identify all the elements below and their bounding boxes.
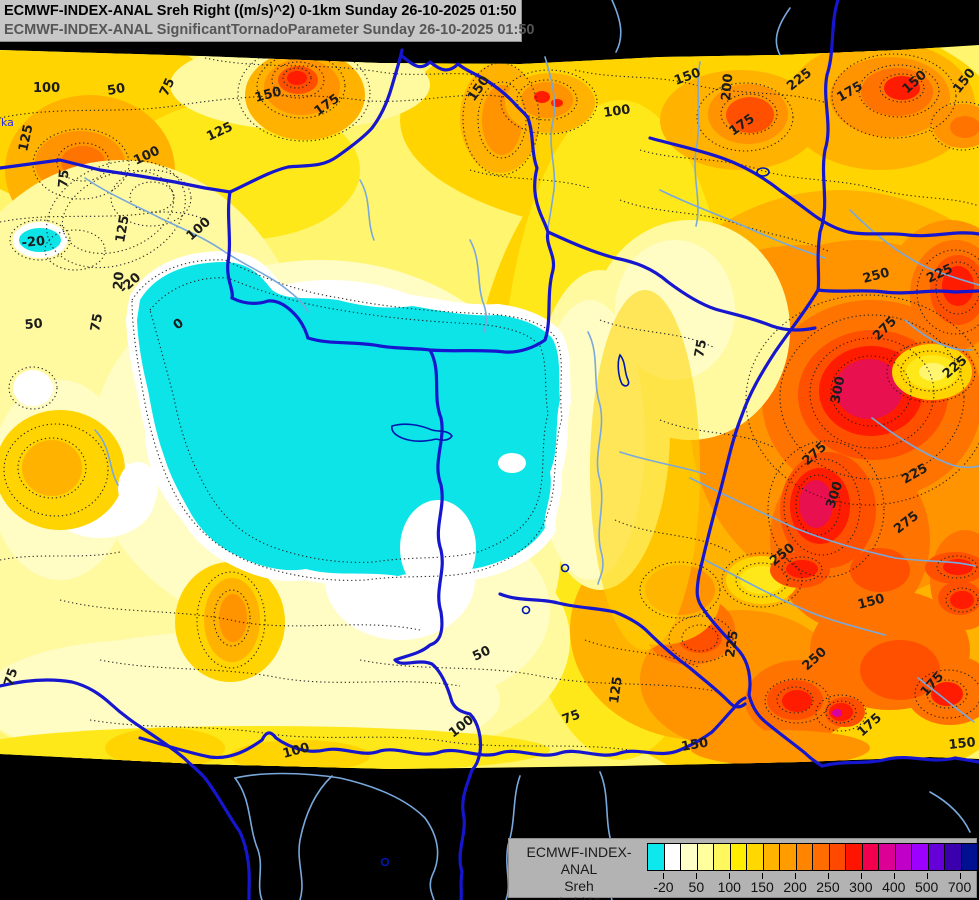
legend-colorbar [647, 843, 978, 871]
contour-label: 75 [56, 169, 73, 188]
contour-label: 75 [2, 666, 22, 688]
legend-tick-mark [893, 873, 895, 879]
legend-swatch [862, 844, 879, 870]
legend-swatch [879, 844, 896, 870]
legend-tick-mark [762, 873, 764, 879]
lake-outlines [380, 167, 770, 867]
contour-label: 150 [680, 735, 709, 754]
legend-tick-mark [795, 873, 797, 879]
map-title-line1: ECMWF-INDEX-ANAL Sreh Right ((m/s)^2) 0-… [4, 3, 517, 19]
legend-tick-label: -20 [653, 879, 674, 895]
contour-label: 250 [861, 265, 891, 287]
contour-label: 150 [856, 591, 886, 613]
legend-swatch [648, 844, 665, 870]
contour-label: 100 [281, 740, 311, 762]
negative-sreh-region [126, 251, 571, 587]
legend-swatch [961, 844, 977, 870]
legend-swatch [697, 844, 714, 870]
contour-label: 75 [88, 312, 106, 332]
legend-swatch [763, 844, 780, 870]
contour-label: 150 [253, 84, 283, 106]
map-title-line2: ECMWF-INDEX-ANAL SignificantTornadoParam… [4, 22, 535, 38]
legend-tick-label: 150 [750, 879, 774, 895]
legend-tick-label: 100 [717, 879, 741, 895]
legend-swatch [714, 844, 731, 870]
legend-swatch [796, 844, 813, 870]
legend-swatch [846, 844, 863, 870]
legend-tick-mark [696, 873, 698, 879]
legend-swatch [730, 844, 747, 870]
contour-label: 200 [719, 73, 736, 101]
contour-label: 225 [723, 630, 742, 659]
legend-swatch [780, 844, 797, 870]
legend-tick-label: 400 [882, 879, 906, 895]
legend-model-name: ECMWF-INDEX-ANAL [526, 844, 632, 877]
legend-title: ECMWF-INDEX-ANAL Sreh (m/s)^2 [515, 844, 643, 900]
legend-tick-label: 700 [947, 879, 972, 895]
legend-swatch [895, 844, 912, 870]
title-bar: ECMWF-INDEX-ANAL Sreh Right ((m/s)^2) 0-… [0, 0, 535, 42]
city-label: ka [1, 116, 14, 129]
dotted-contour-lines [0, 45, 979, 751]
contour-label: 125 [113, 214, 132, 243]
contour-label: 50 [106, 81, 126, 99]
contour-label: 20 [111, 271, 128, 290]
contour-label: 75 [692, 338, 710, 358]
contour-label: 100 [33, 81, 60, 96]
legend-tick-mark [860, 873, 862, 879]
legend-swatch [829, 844, 846, 870]
legend-swatch [681, 844, 698, 870]
contour-label: 150 [948, 735, 977, 753]
contour-label: 50 [470, 643, 493, 664]
legend-swatch [928, 844, 945, 870]
contour-label: -20 [21, 234, 46, 251]
contour-label: 300 [828, 375, 848, 405]
legend-tick-mark [827, 873, 829, 879]
legend-tick-label: 250 [816, 879, 840, 895]
contour-label: 125 [607, 676, 626, 705]
contour-fill-field [0, 45, 979, 769]
legend-tick-label: 50 [688, 879, 705, 895]
color-scale-legend: ECMWF-INDEX-ANAL Sreh (m/s)^2 -20 50 100 15… [508, 838, 978, 900]
legend-tick-mark [959, 873, 961, 879]
legend-tick-mark [926, 873, 928, 879]
contour-label: 75 [560, 707, 582, 727]
legend-tick-label: 500 [914, 879, 939, 895]
legend-swatch [912, 844, 929, 870]
contour-label: 75 [157, 76, 178, 99]
legend-swatch [813, 844, 830, 870]
contour-label: 50 [24, 316, 43, 333]
legend-parameter-name: Sreh [564, 878, 594, 894]
legend-swatch [945, 844, 962, 870]
legend-unit: (m/s)^2 [515, 895, 643, 900]
legend-tick-label: 200 [783, 879, 807, 895]
contour-label: 100 [602, 102, 631, 121]
legend-swatch [747, 844, 764, 870]
legend-tick-mark [729, 873, 731, 879]
legend-tick-mark [663, 873, 665, 879]
legend-swatch [664, 844, 681, 870]
contour-label: 125 [16, 123, 36, 153]
legend-tick-label: 300 [849, 879, 873, 895]
